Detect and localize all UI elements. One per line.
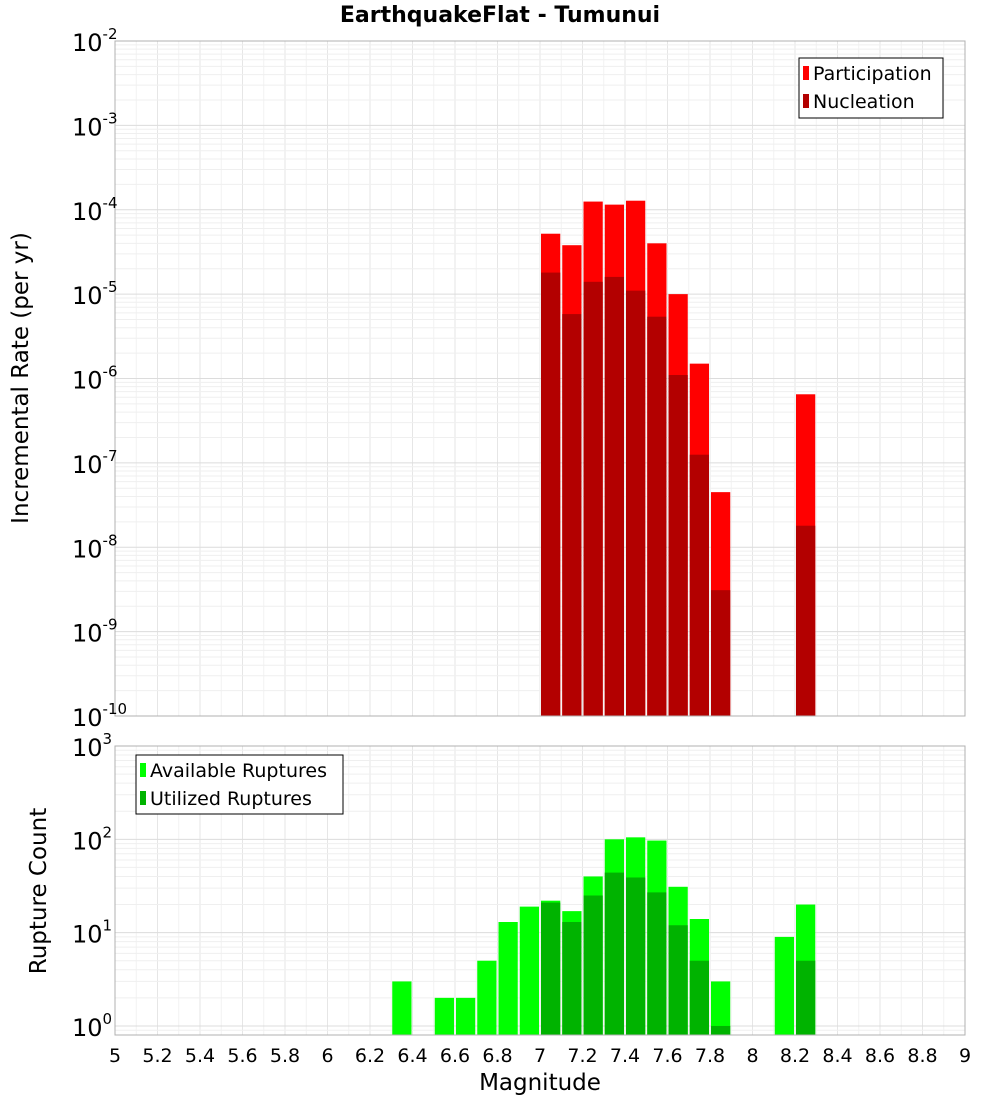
bottom-legend-box [135,754,344,815]
x-tick-label: 6 [321,1045,333,1067]
x-tick-label: 6.2 [355,1045,385,1067]
top-y-axis-label: Incremental Rate (per yr) [8,232,34,524]
bottom-bar-utilized-ruptures [689,960,709,1035]
top-bars [541,200,816,717]
x-tick-label: 7.6 [652,1045,682,1067]
legend-swatch-participation [803,66,809,80]
top-bar-nucleation [647,316,667,716]
bottom-plot-border [114,745,966,1036]
chart-title: EarthquakeFlat - Tumunui [340,3,660,28]
x-tick-label: 6.8 [482,1045,512,1067]
top-legend-box [798,57,944,119]
top-y-tick-label: 10-3 [72,109,118,141]
x-tick-label: 7.8 [695,1045,725,1067]
top-y-tick-label: 10-6 [72,363,118,395]
legend-swatch-nucleation [803,94,809,108]
bottom-bar-utilized-ruptures [604,872,624,1035]
top-plot-border [114,40,966,717]
top-bar-nucleation [626,290,646,716]
top-bar-nucleation [541,272,561,716]
bottom-bar-available-ruptures [519,906,539,1035]
top-bar-nucleation [796,525,816,716]
bottom-y-tick-label: 102 [72,823,112,855]
x-tick-labels: 5 5.2 5.4 5.6 5.8 6 6.2 6.4 6.6 6.8 7 7.2 7.4 7.6 7.8 8… [109,1045,971,1067]
legend-label-available: Available Ruptures [150,760,327,782]
top-y-tick-label: 10-10 [72,700,127,732]
x-tick-label: 5.4 [185,1045,215,1067]
bottom-bar-utilized-ruptures [647,892,667,1035]
top-y-tick-label: 10-8 [72,531,118,563]
top-y-tick-label: 10-4 [72,194,118,226]
bottom-y-axis-label: Rupture Count [26,808,52,974]
top-bar-nucleation [562,314,582,716]
x-tick-label: 7.4 [610,1045,640,1067]
bottom-bars [392,837,816,1035]
bottom-bar-available-ruptures [498,922,518,1035]
bottom-bar-utilized-ruptures [626,877,646,1035]
bottom-bar-available-ruptures [456,997,476,1035]
legend-label-nucleation: Nucleation [813,91,915,113]
top-y-tick-labels: 10-10 10-9 10-8 10-7 10-6 10-5 10-4 10-3 10-2 [72,25,127,732]
x-tick-label: 7 [534,1045,546,1067]
bottom-bar-available-ruptures [774,936,794,1035]
top-bar-nucleation [583,281,603,716]
x-tick-label: 5.6 [227,1045,257,1067]
x-tick-label: 6.4 [397,1045,427,1067]
bottom-bar-utilized-ruptures [711,1025,731,1035]
top-bar-nucleation [689,454,709,716]
bottom-bar-utilized-ruptures [668,925,688,1035]
bottom-bar-available-ruptures [711,981,731,1035]
top-gridlines [114,40,966,717]
bottom-bar-available-ruptures [392,981,412,1035]
bottom-y-tick-label: 100 [72,1010,112,1042]
x-tick-label: 8.4 [822,1045,852,1067]
top-bar-nucleation [711,590,731,716]
bottom-legend: Available Ruptures Utilized Ruptures [135,754,344,815]
bottom-bar-utilized-ruptures [541,902,561,1035]
bottom-bar-utilized-ruptures [583,895,603,1035]
x-tick-label: 6.6 [440,1045,470,1067]
x-tick-label: 5.2 [142,1045,172,1067]
x-tick-label: 5 [109,1045,121,1067]
bottom-bar-utilized-ruptures [796,960,816,1035]
top-bar-nucleation [604,276,624,716]
bottom-bar-available-ruptures [477,960,497,1035]
legend-swatch-available [140,763,146,777]
bottom-plot-panel: 100 101 102 103 5 5.2 5.4 5.6 5.8 6 6.2 6.4 6.6 6.8 7… [26,730,971,1096]
bottom-bar-utilized-ruptures [562,922,582,1035]
legend-label-participation: Participation [813,63,932,85]
top-y-tick-label: 10-5 [72,278,118,310]
x-tick-label: 8.2 [780,1045,810,1067]
x-axis-label: Magnitude [479,1070,601,1096]
x-tick-label: 7.2 [567,1045,597,1067]
top-y-tick-label: 10-9 [72,616,118,648]
bottom-bar-available-ruptures [434,997,454,1035]
x-tick-label: 5.8 [270,1045,300,1067]
bottom-y-tick-labels: 100 101 102 103 [72,730,112,1042]
bottom-y-tick-label: 103 [72,730,112,762]
top-y-tick-label: 10-2 [72,25,118,57]
x-tick-label: 8.8 [907,1045,937,1067]
bottom-y-tick-label: 101 [72,917,112,949]
top-legend: Participation Nucleation [798,57,944,119]
x-tick-label: 8.6 [865,1045,895,1067]
top-plot-panel: 10-10 10-9 10-8 10-7 10-6 10-5 10-4 10-3 10-2 In… [8,25,966,732]
top-y-tick-label: 10-7 [72,447,118,479]
legend-swatch-utilized [140,791,146,805]
legend-label-utilized: Utilized Ruptures [150,788,312,810]
top-bar-nucleation [668,375,688,716]
x-tick-label: 8 [746,1045,758,1067]
x-tick-label: 9 [959,1045,971,1067]
